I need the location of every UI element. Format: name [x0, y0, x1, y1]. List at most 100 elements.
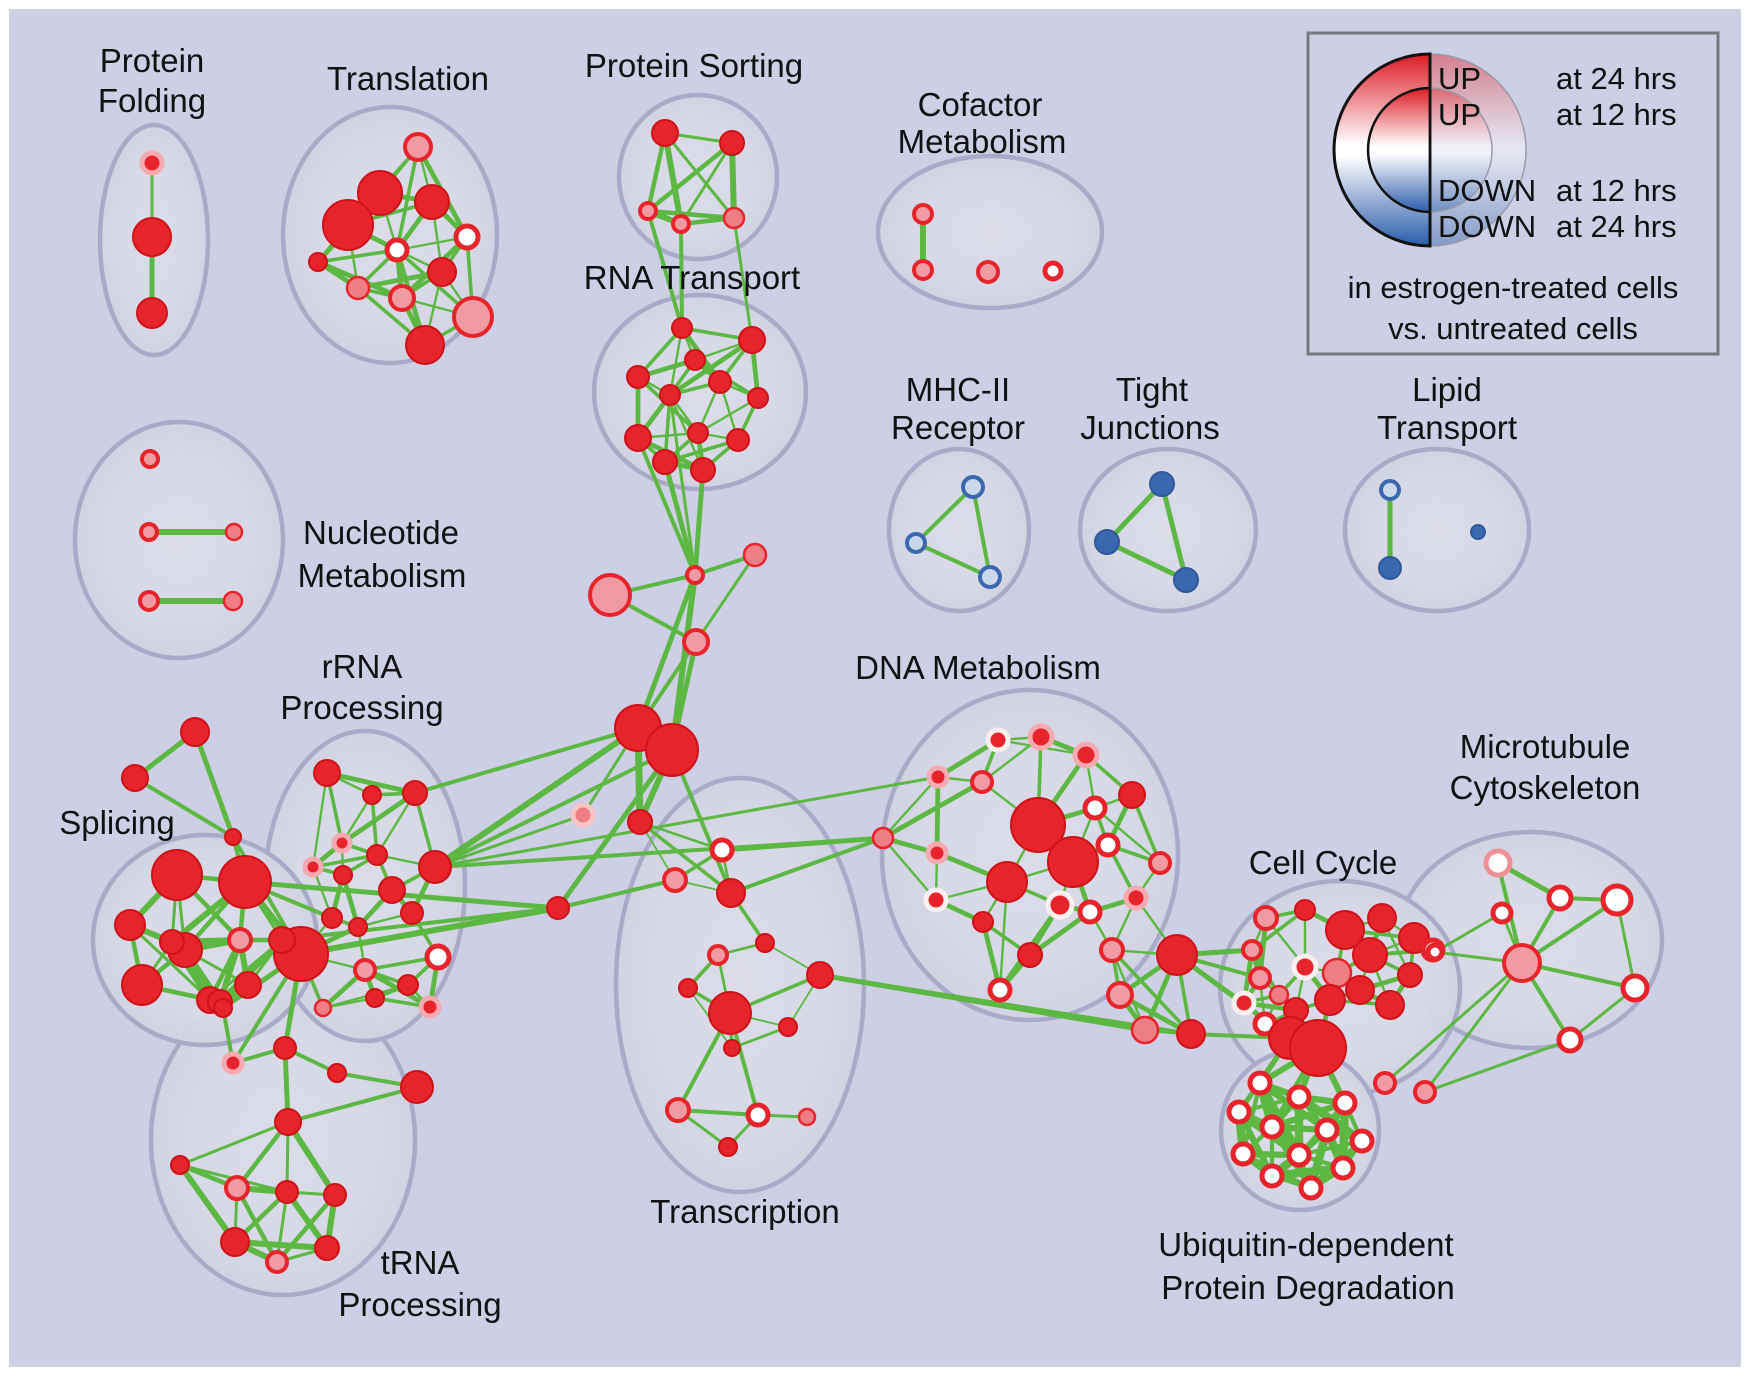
- gene-node-TN1-red-ring: [709, 837, 735, 863]
- cluster-label-protein-folding: Folding: [98, 82, 206, 119]
- gene-node-D2-halo: [1072, 741, 1100, 769]
- gene-node-D4-pink-ring: [970, 770, 994, 794]
- gene-node-CC16-red: [1375, 990, 1405, 1020]
- gene-node-MT3-pink-ring: [1502, 943, 1542, 983]
- cluster-label-nucleotide-metabolism: Metabolism: [298, 557, 467, 594]
- gene-node-CC6-white-ring: [1291, 953, 1319, 981]
- cluster-label-microtubule-cytoskeleton: Microtubule: [1460, 728, 1631, 765]
- legend-box: [1306, 31, 1720, 356]
- gene-node-R3-red: [626, 365, 650, 389]
- gene-node-TR2-red: [273, 1036, 297, 1060]
- gene-node-RP8-red: [378, 876, 406, 904]
- gene-node-C0-pink-ring: [685, 565, 705, 585]
- gene-node-U11-red-ring: [1298, 1175, 1324, 1201]
- legend-direction-1: UP: [1438, 97, 1481, 132]
- edge-R10-C0: [662, 459, 698, 578]
- edge-RP2-RP3: [339, 790, 418, 846]
- gene-node-C1-pink: [742, 542, 768, 568]
- gene-node-RP2-red: [402, 780, 428, 806]
- gene-node-D20-pink-ring: [1106, 981, 1134, 1009]
- cluster-label-mhc-ii-receptor: Receptor: [891, 409, 1025, 446]
- gene-node-D10-white-ring: [923, 887, 949, 913]
- gene-node-RP7-red: [418, 850, 452, 884]
- edge-RP0-RP4: [311, 771, 329, 869]
- cluster-ellipse-lipid-transport: [1342, 446, 1532, 614]
- edge-C1-C3: [694, 553, 757, 644]
- gene-node-RP4-halo: [302, 856, 324, 878]
- edge-R7-C0: [636, 436, 697, 577]
- edge-CC22-MT3: [1383, 961, 1524, 1085]
- gene-node-P0-halo2: [570, 802, 596, 828]
- edge-Y0-RP12: [298, 905, 561, 957]
- gene-node-PS1-red: [719, 130, 745, 156]
- gene-node-U10-red-ring: [1259, 1163, 1285, 1189]
- cluster-label-rna-transport: RNA Transport: [584, 259, 800, 296]
- edge-D3-D5: [881, 775, 940, 840]
- cluster-label-protein-folding: Protein: [100, 42, 205, 79]
- gene-node-D1-halo: [1027, 723, 1055, 751]
- gene-node-TN14-pink: [797, 1107, 817, 1127]
- gene-node-U5-red-ring: [1314, 1117, 1340, 1143]
- gene-node-R7-red: [624, 424, 652, 452]
- gene-node-RP15-red: [397, 974, 419, 996]
- edge-D5-D4: [880, 779, 985, 841]
- legend-note-line-1: vs. untreated cells: [1388, 311, 1638, 346]
- cluster-label-trna-processing: tRNA: [381, 1244, 460, 1281]
- gene-node-S4-pink-ring: [227, 927, 253, 953]
- gene-node-MT1-red-ring: [1546, 884, 1574, 912]
- edge-Y0-TN2: [556, 878, 677, 910]
- gene-node-D24-red-ring: [987, 977, 1013, 1003]
- gene-node-S6-red: [121, 964, 163, 1006]
- edge-TN12-TN13: [676, 1108, 760, 1117]
- gene-node-D21-pink: [1130, 1015, 1160, 1045]
- gene-node-TN3-red: [716, 878, 746, 908]
- gene-node-TR7-pink-ring: [224, 1175, 250, 1201]
- edge-PS3-R0: [679, 222, 684, 330]
- cluster-label-translation: Translation: [327, 60, 489, 97]
- gene-node-RP11-red: [348, 917, 368, 937]
- edge-PS4-R1: [732, 216, 754, 342]
- network-nodes: [114, 119, 1650, 1274]
- gene-node-RP13-red-ring: [424, 943, 452, 971]
- gene-node-D22-red: [1176, 1019, 1206, 1049]
- edge-X1-X2: [133, 776, 235, 839]
- edge-PS1-PS3: [679, 141, 734, 226]
- gene-node-N4-pink: [222, 590, 244, 612]
- gene-node-CC3-red: [1367, 903, 1397, 933]
- gene-node-D14-red-ring: [1095, 832, 1121, 858]
- gene-node-U2-red-ring: [1332, 1090, 1358, 1116]
- edge-D5-D10: [881, 836, 938, 902]
- gene-node-N1-pink-ring: [139, 522, 159, 542]
- edge-P0-RP7: [433, 813, 585, 869]
- cluster-label-cell-cycle: Cell Cycle: [1249, 844, 1398, 881]
- gene-node-D17-red-ring: [1077, 899, 1103, 925]
- gene-node-TN9-red: [708, 991, 752, 1035]
- cluster-label-tight-junctions: Tight: [1116, 371, 1188, 408]
- gene-node-TR5-red: [274, 1108, 302, 1136]
- gene-node-S2-red: [114, 909, 146, 941]
- gene-node-H1-red: [645, 723, 699, 777]
- edge-PS1-PS2: [645, 140, 735, 214]
- gene-node-CC8-red: [1352, 937, 1388, 973]
- gene-node-TN2-pink-ring: [662, 867, 688, 893]
- gene-node-RP3-halo: [331, 832, 353, 854]
- edge-TR12-TR7: [234, 1185, 280, 1265]
- gene-node-CM0-pink-ring: [912, 203, 934, 225]
- gene-node-CC10-pink: [1268, 984, 1290, 1006]
- gene-node-RP10-red: [321, 907, 343, 929]
- edge-H0-RP7: [432, 725, 641, 870]
- gene-node-TR6-red: [170, 1155, 190, 1175]
- gene-node-PF2-red: [136, 297, 168, 329]
- cluster-label-lipid-transport: Transport: [1377, 409, 1517, 446]
- gene-node-D0-white-ring: [985, 727, 1011, 753]
- gene-node-PS4-pink: [722, 206, 746, 230]
- gene-node-R2-red: [684, 349, 706, 371]
- gene-node-R5-red: [708, 370, 732, 394]
- gene-node-D6-halo: [925, 841, 949, 865]
- legend-time-3: at 24 hrs: [1556, 209, 1677, 244]
- edge-D15-D12: [1093, 806, 1162, 865]
- gene-node-TR1-halo: [221, 1051, 245, 1075]
- gene-node-PF1-red: [132, 217, 172, 257]
- gene-node-T5-red-ring: [384, 237, 410, 263]
- gene-node-S0-red: [151, 849, 203, 901]
